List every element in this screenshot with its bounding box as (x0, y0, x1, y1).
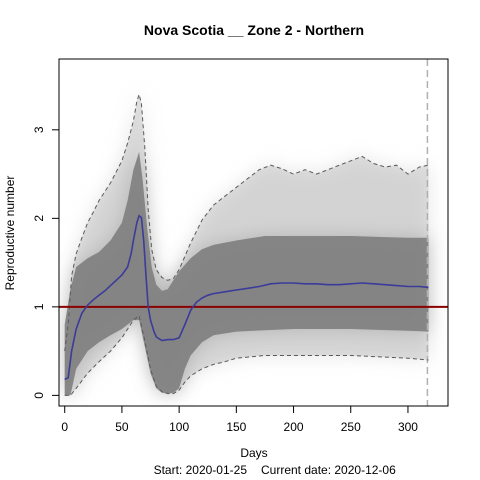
y-axis-label: Reproductive number (3, 176, 17, 291)
footer-start-date: Start: 2020-01-25 (154, 463, 248, 477)
x-tick-label: 0 (61, 420, 68, 434)
y-tick-label: 1 (32, 303, 46, 310)
y-tick-label: 2 (32, 215, 46, 222)
upper-envelope-line (64, 92, 429, 352)
x-tick-label: 50 (115, 420, 129, 434)
x-tick-label: 300 (398, 420, 418, 434)
chart-title: Nova Scotia __ Zone 2 - Northern (144, 22, 364, 38)
x-tick-label: 250 (341, 420, 361, 434)
median-line (64, 214, 429, 381)
axes: 0 50 100 150 200 250 300 0 1 2 3 (32, 126, 418, 434)
lower-envelope-line (64, 314, 429, 396)
footer-current-date: Current date: 2020-12-06 (261, 463, 396, 477)
y-tick-label: 3 (32, 126, 46, 133)
plot-frame (58, 58, 449, 407)
plot-area (59, 59, 448, 406)
y-tick-label: 0 (32, 392, 46, 399)
x-tick-label: 200 (284, 420, 304, 434)
x-tick-label: 150 (226, 420, 246, 434)
x-axis-label: Days (240, 446, 267, 460)
x-tick-label: 100 (169, 420, 189, 434)
